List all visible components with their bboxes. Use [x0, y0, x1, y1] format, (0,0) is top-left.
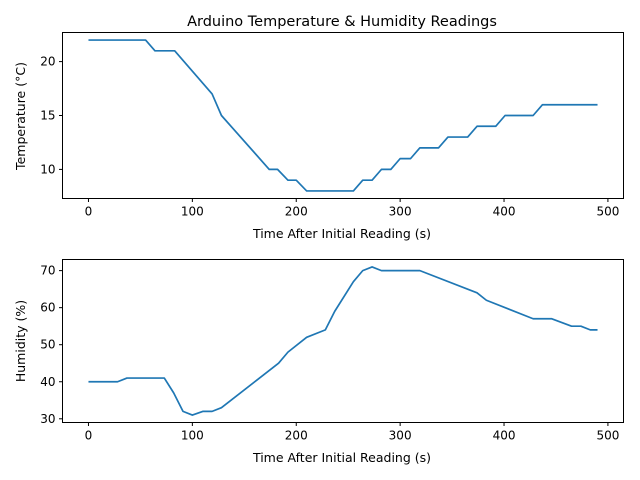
humidity-x-tick-label: 200	[285, 429, 308, 443]
humidity-x-tick-label: 300	[389, 429, 412, 443]
temperature-series-line	[88, 39, 598, 192]
humidity-x-tick-label: 0	[85, 429, 93, 443]
humidity-y-tick-label: 60	[40, 301, 55, 315]
humidity-y-tick-label: 30	[40, 412, 55, 426]
chart-title: Arduino Temperature & Humidity Readings	[187, 14, 497, 30]
humidity-axes-frame	[62, 259, 624, 423]
humidity-y-axis-label: Humidity (%)	[13, 300, 28, 382]
temperature-x-ticks: 0 100 200 300 400 500	[85, 198, 619, 219]
temperature-axes: 0 100 200 300 400 500 10 15 20 Time After Initi…	[13, 32, 624, 241]
temperature-y-tick-label: 15	[40, 109, 55, 123]
humidity-x-axis-label: Time After Initial Reading (s)	[252, 450, 431, 465]
temperature-x-tick-label: 200	[285, 205, 308, 219]
humidity-y-tick-label: 50	[40, 338, 55, 352]
temperature-plot-area	[88, 39, 598, 192]
temperature-y-ticks: 10 15 20	[40, 55, 63, 176]
humidity-axes: 0 100 200 300 400 500 30 40 50 60 70 Time After I…	[13, 259, 624, 465]
humidity-x-ticks: 0 100 200 300 400 500	[85, 422, 619, 443]
humidity-plot-area	[88, 266, 598, 416]
humidity-x-tick-label: 500	[596, 429, 619, 443]
humidity-x-tick-label: 100	[181, 429, 204, 443]
temperature-x-tick-label: 0	[85, 205, 93, 219]
temperature-x-axis-label: Time After Initial Reading (s)	[252, 226, 431, 241]
temperature-y-tick-label: 10	[40, 162, 55, 176]
humidity-y-ticks: 30 40 50 60 70	[40, 264, 63, 426]
humidity-y-tick-label: 70	[40, 264, 55, 278]
temperature-y-axis-label: Temperature (°C)	[13, 62, 28, 171]
temperature-x-tick-label: 400	[493, 205, 516, 219]
temperature-y-tick-label: 20	[40, 55, 55, 69]
temperature-x-tick-label: 300	[389, 205, 412, 219]
temperature-x-tick-label: 100	[181, 205, 204, 219]
humidity-y-tick-label: 40	[40, 375, 55, 389]
humidity-series-line	[88, 266, 598, 416]
temperature-x-tick-label: 500	[596, 205, 619, 219]
humidity-x-tick-label: 400	[493, 429, 516, 443]
